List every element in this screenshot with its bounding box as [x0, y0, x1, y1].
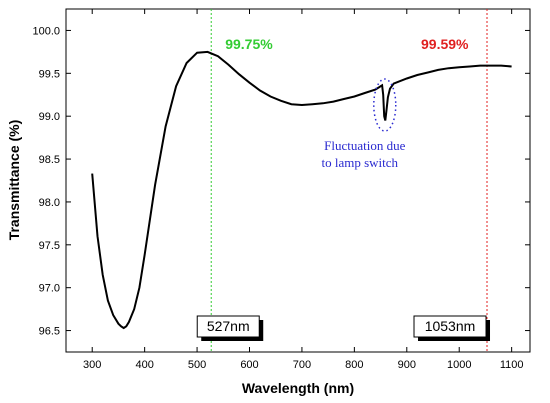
x-tick-label: 700: [293, 359, 311, 371]
x-tick-label: 400: [135, 359, 153, 371]
y-tick-label: 100.0: [32, 25, 60, 37]
plot-frame: [65, 8, 531, 353]
fluctuation-ellipse: [373, 78, 397, 132]
x-tick-label: 500: [188, 359, 206, 371]
wavelength-label: 1053nm: [425, 318, 476, 334]
y-tick-label: 99.5: [39, 68, 60, 80]
peak-label: 99.75%: [225, 36, 273, 52]
y-tick-label: 97.5: [39, 240, 60, 252]
x-tick-label: 1000: [447, 359, 471, 371]
y-tick-label: 97.0: [39, 283, 60, 295]
x-tick-label: 300: [83, 359, 101, 371]
peak-label: 99.59%: [421, 36, 469, 52]
y-tick-label: 98.0: [39, 197, 60, 209]
x-axis-title: Wavelength (nm): [242, 380, 354, 396]
wavelength-box: [413, 315, 487, 338]
x-tick-label: 600: [240, 359, 258, 371]
wavelength-box: [196, 315, 260, 338]
x-tick-label: 900: [398, 359, 416, 371]
annotation-line-1: Fluctuation due: [324, 138, 405, 153]
x-tick-label: 800: [345, 359, 363, 371]
annotation-line-2: to lamp switch: [321, 155, 398, 170]
y-tick-label: 99.0: [39, 111, 60, 123]
y-tick-label: 98.5: [39, 154, 60, 166]
y-tick-label: 96.5: [39, 326, 60, 338]
wavelength-label: 527nm: [207, 318, 250, 334]
transmittance-curve: [91, 50, 512, 330]
y-axis-title: Transmittance (%): [6, 120, 22, 241]
x-tick-label: 1100: [500, 359, 524, 371]
